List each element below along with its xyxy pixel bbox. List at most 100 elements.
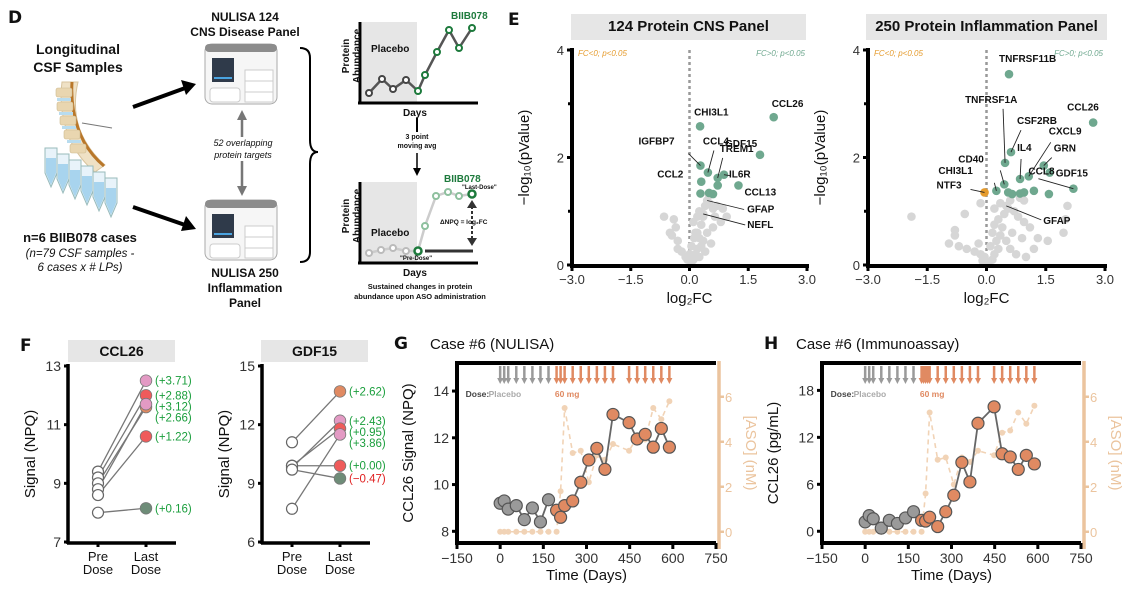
last-dose-point xyxy=(333,385,347,398)
x-tick-label: Last xyxy=(328,549,353,564)
nonsig-point xyxy=(988,228,997,238)
last-dose-point xyxy=(139,397,153,411)
y-tick-label: 4 xyxy=(853,43,860,58)
delta-label: (+2.43) xyxy=(349,416,386,428)
placebo-dose-arrow-head xyxy=(497,378,504,384)
point-label-tnfrsf11b: TNFRSF11B xyxy=(999,54,1056,65)
placebo-dose-arrow-head xyxy=(870,378,877,384)
label-leader-ccl4 xyxy=(707,150,715,173)
nonsig-point xyxy=(962,244,972,254)
placebo-point xyxy=(866,512,880,526)
nonsig-point xyxy=(1013,212,1023,221)
label-leader-tnfrsf1a xyxy=(1002,108,1006,163)
cases-main: n=6 BIIB078 cases xyxy=(23,230,137,245)
active-dose-arrow-head xyxy=(974,378,981,384)
nonsig-point xyxy=(1017,233,1027,243)
active-point xyxy=(955,455,969,469)
placebo-dose-arrow-head xyxy=(902,378,909,384)
x-tick-label: 0 xyxy=(496,550,504,566)
sig-up-point-gdf15 xyxy=(755,150,765,160)
y-tick-label: 12 xyxy=(798,429,814,445)
x-tick-label: 0 xyxy=(861,550,869,566)
csf-tubes-icon xyxy=(44,147,118,219)
sig-up-point-ccl13 xyxy=(734,181,743,190)
placebo-dose-arrow-head xyxy=(886,378,893,384)
active-dose-arrow-head xyxy=(1007,378,1014,384)
x-tick-label: 750 xyxy=(704,550,728,566)
nonsig-point xyxy=(1063,201,1072,211)
aso-point xyxy=(902,528,909,535)
aso-point xyxy=(910,528,917,535)
panel-label-f: F xyxy=(20,336,32,356)
active-point xyxy=(654,421,668,436)
nonsig-point xyxy=(689,233,699,243)
y-tick-label: 13 xyxy=(45,358,61,374)
aso-point xyxy=(918,528,925,535)
active-dose-arrow-head xyxy=(958,378,965,384)
point-label-chi3l1: CHI3L1 xyxy=(694,107,729,118)
aso-point xyxy=(926,409,933,416)
label-leader-cxcl9 xyxy=(1028,142,1052,177)
aso-point xyxy=(942,454,949,461)
delta-npq-label: ΔNPQ = log₂FC xyxy=(440,219,488,226)
aso-point xyxy=(666,398,673,405)
delta-label: (+1.22) xyxy=(155,431,192,443)
schematic-top-plot xyxy=(358,22,478,105)
aso-point xyxy=(966,459,973,465)
nonsig-point xyxy=(708,223,718,232)
y-tick-label: 11 xyxy=(46,417,61,433)
aso-point xyxy=(1023,420,1030,427)
nonsig-point xyxy=(944,239,954,248)
point-label-ccl26: CCL26 xyxy=(1067,103,1099,114)
placebo-dose-arrow-head xyxy=(537,378,544,384)
x-tick-label: Pre xyxy=(282,549,302,564)
aso-point xyxy=(513,528,520,535)
schematic-caption: Sustained changes in protein abundance u… xyxy=(354,282,486,301)
y2-tick-label: 0 xyxy=(725,525,732,540)
sig-up-point-chi3l1 xyxy=(695,122,705,131)
active-point xyxy=(1011,462,1025,477)
y-tick-label: 10 xyxy=(433,477,449,493)
label-leader-chi3l1 xyxy=(993,182,997,191)
nonsig-point xyxy=(960,209,970,219)
pre-dose-point xyxy=(285,436,299,449)
active-dose-arrow-head xyxy=(926,378,933,384)
nonsig-point xyxy=(1007,228,1017,238)
point-label-tnfrsf1a: TNFRSF1A xyxy=(965,95,1017,106)
placebo-dose-arrow-head xyxy=(529,378,536,384)
nonsig-point xyxy=(1043,236,1053,246)
x-tick-label: Dose xyxy=(325,562,355,577)
point-label-ccl13: CCL13 xyxy=(744,187,776,198)
x-tick-label: 750 xyxy=(1069,550,1093,566)
nonsig-point xyxy=(694,252,704,262)
case6-nulisa-title: Case #6 (NULISA) xyxy=(430,336,555,353)
x-tick-label: −3.0 xyxy=(855,272,881,287)
arrow-to-inflammation-panel xyxy=(132,205,196,231)
x-tick-label: −150 xyxy=(806,550,838,566)
point-label-gfap: GFAP xyxy=(747,205,775,216)
delta-label: (+3.86) xyxy=(349,438,386,450)
active-point xyxy=(923,510,937,524)
case6-immunoassay-title: Case #6 (Immunoassay) xyxy=(796,336,960,353)
legend-fc-positive: FC>0; p<0.05 xyxy=(1054,49,1103,58)
active-dose-arrow-head xyxy=(634,378,641,384)
x-tick-label: −3.0 xyxy=(559,272,585,287)
y-axis-label: Signal (NPQ) xyxy=(22,410,39,498)
instrument-bottom-label: NULISA 250 Inflammation Panel xyxy=(207,266,283,310)
active-dose-arrow-head xyxy=(642,378,649,384)
point-label-csf2rb: CSF2RB xyxy=(1017,116,1057,127)
active-point xyxy=(963,475,977,489)
point-label-gdf15: GDF15 xyxy=(725,139,758,150)
active-dose-arrow-head xyxy=(577,378,584,384)
active-dose-arrow-head xyxy=(601,378,608,384)
placebo-label: Placebo xyxy=(854,389,887,399)
nonsig-point xyxy=(667,231,677,240)
y-tick-label: 18 xyxy=(798,382,814,398)
nonsig-point xyxy=(702,228,712,238)
nonsig-point xyxy=(659,212,669,221)
pair-line xyxy=(291,428,341,467)
active-dose-arrow-head xyxy=(999,378,1006,384)
